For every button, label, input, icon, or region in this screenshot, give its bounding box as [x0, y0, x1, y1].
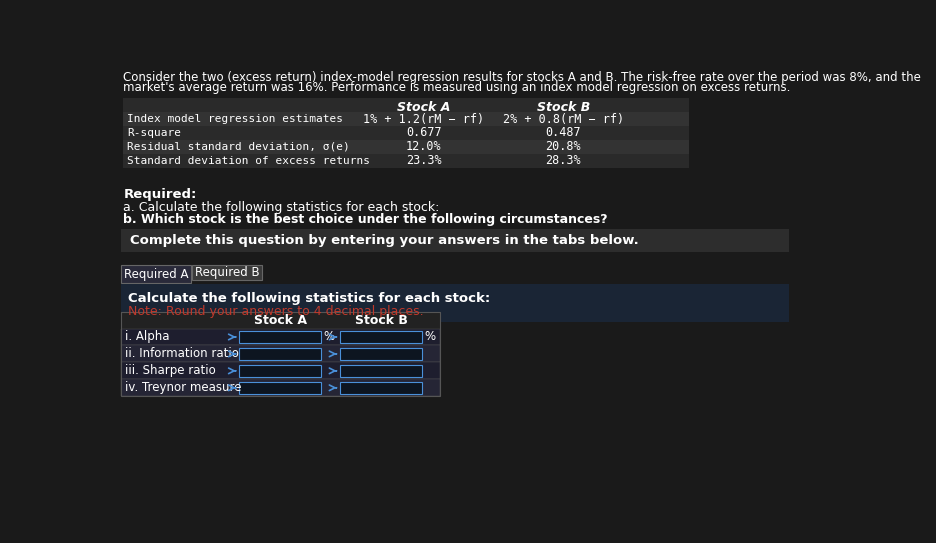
FancyBboxPatch shape	[339, 348, 421, 360]
Text: %: %	[323, 331, 334, 344]
FancyBboxPatch shape	[124, 98, 688, 112]
Text: 28.3%: 28.3%	[545, 154, 580, 167]
FancyBboxPatch shape	[121, 229, 788, 252]
Text: Index model regression estimates: Index model regression estimates	[127, 114, 343, 124]
FancyBboxPatch shape	[121, 345, 440, 362]
Text: ii. Information ratio: ii. Information ratio	[124, 348, 239, 361]
Text: 2% + 0.8(rM − rf): 2% + 0.8(rM − rf)	[502, 112, 623, 125]
Text: Standard deviation of excess returns: Standard deviation of excess returns	[127, 156, 370, 166]
FancyBboxPatch shape	[121, 264, 191, 283]
FancyBboxPatch shape	[121, 312, 440, 329]
Text: Stock A: Stock A	[397, 100, 450, 113]
Text: Required:: Required:	[124, 187, 197, 200]
Text: Calculate the following statistics for each stock:: Calculate the following statistics for e…	[128, 292, 490, 305]
Text: Residual standard deviation, σ(e): Residual standard deviation, σ(e)	[127, 142, 349, 152]
Text: Stock A: Stock A	[254, 313, 307, 326]
Text: b. Which stock is the best choice under the following circumstances?: b. Which stock is the best choice under …	[124, 213, 607, 226]
FancyBboxPatch shape	[121, 329, 440, 345]
Text: Required B: Required B	[195, 266, 259, 279]
Text: Consider the two (excess return) index-model regression results for stocks A and: Consider the two (excess return) index-m…	[124, 71, 920, 84]
Text: Required A: Required A	[124, 268, 188, 281]
Text: 23.3%: 23.3%	[405, 154, 441, 167]
FancyBboxPatch shape	[121, 380, 440, 396]
FancyBboxPatch shape	[239, 365, 321, 377]
FancyBboxPatch shape	[192, 264, 262, 280]
Text: 0.487: 0.487	[545, 127, 580, 140]
Text: Complete this question by entering your answers in the tabs below.: Complete this question by entering your …	[129, 234, 637, 247]
Text: Stock B: Stock B	[355, 313, 407, 326]
Text: i. Alpha: i. Alpha	[124, 331, 169, 344]
Text: Stock B: Stock B	[536, 100, 589, 113]
Text: a. Calculate the following statistics for each stock:: a. Calculate the following statistics fo…	[124, 201, 439, 214]
Text: 12.0%: 12.0%	[405, 140, 441, 153]
FancyBboxPatch shape	[239, 331, 321, 343]
Text: R-square: R-square	[127, 128, 181, 138]
FancyBboxPatch shape	[124, 112, 688, 126]
FancyBboxPatch shape	[121, 362, 440, 380]
Text: iv. Treynor measure: iv. Treynor measure	[124, 381, 241, 394]
FancyBboxPatch shape	[124, 126, 688, 140]
FancyBboxPatch shape	[239, 348, 321, 360]
Text: Note: Round your answers to 4 decimal places.: Note: Round your answers to 4 decimal pl…	[128, 305, 423, 318]
FancyBboxPatch shape	[339, 382, 421, 394]
Text: iii. Sharpe ratio: iii. Sharpe ratio	[124, 364, 215, 377]
Text: %: %	[424, 331, 434, 344]
Text: 0.677: 0.677	[405, 127, 441, 140]
Text: market's average return was 16%. Performance is measured using an index model re: market's average return was 16%. Perform…	[124, 81, 790, 94]
FancyBboxPatch shape	[339, 331, 421, 343]
FancyBboxPatch shape	[339, 365, 421, 377]
Text: 20.8%: 20.8%	[545, 140, 580, 153]
FancyBboxPatch shape	[124, 140, 688, 154]
FancyBboxPatch shape	[239, 382, 321, 394]
Text: 1% + 1.2(rM − rf): 1% + 1.2(rM − rf)	[362, 112, 484, 125]
FancyBboxPatch shape	[121, 284, 788, 323]
FancyBboxPatch shape	[124, 154, 688, 168]
